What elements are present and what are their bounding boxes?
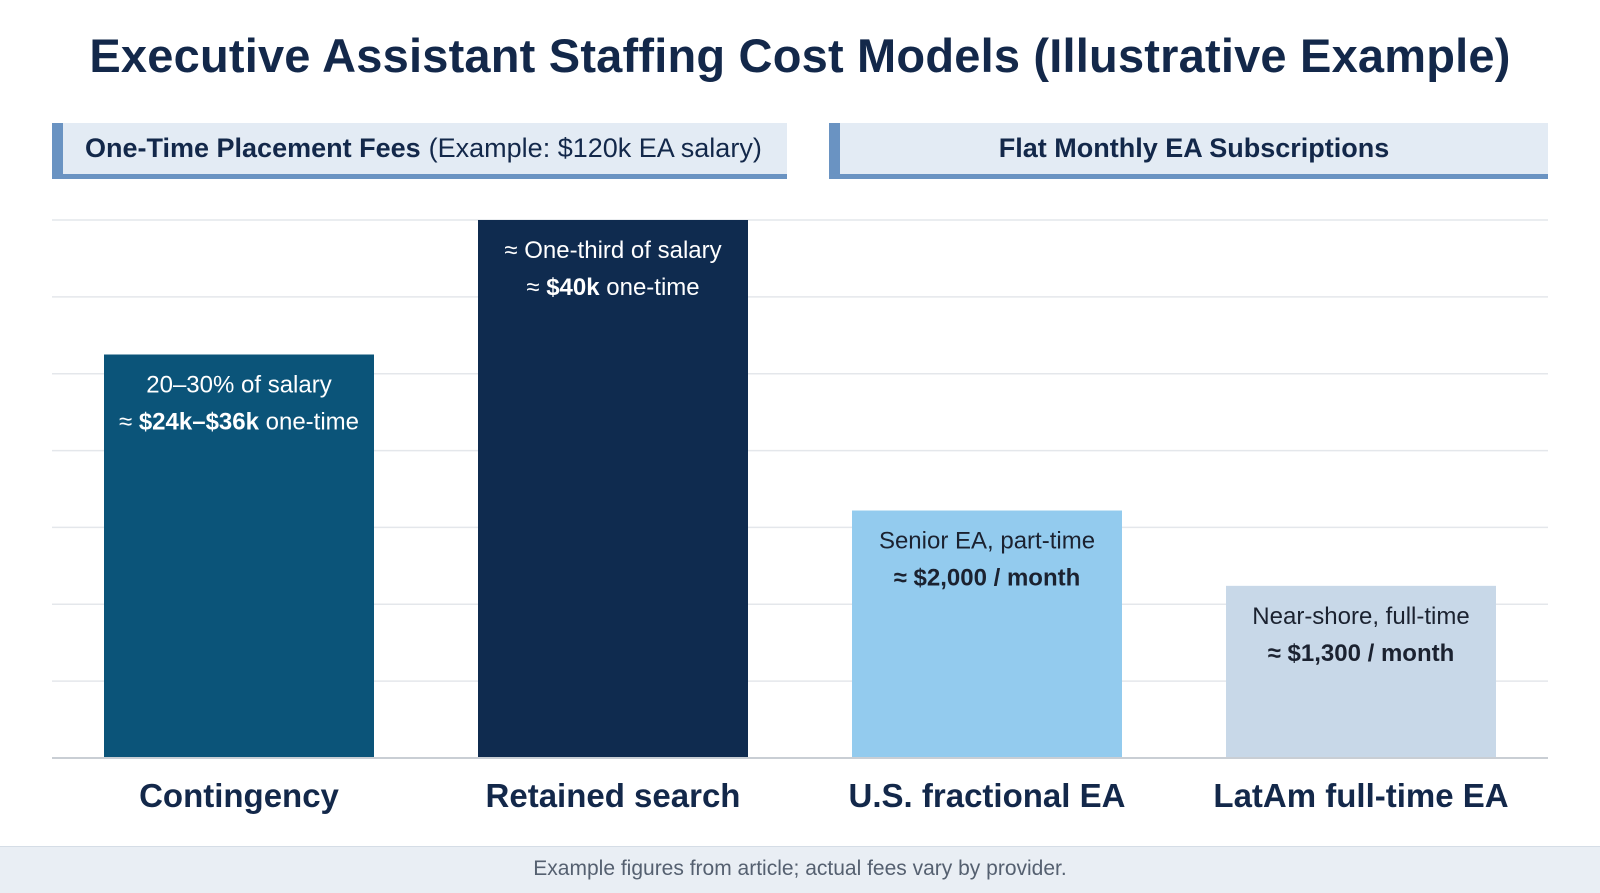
bar-annotation-line1: ≈ One-third of salary [504, 237, 721, 264]
category-label: Retained search [486, 777, 741, 814]
section-subtitle-placement-fees: (Example: $120k EA salary) [428, 133, 762, 163]
bar-chart: 20–30% of salary ≈ $24k–$36k one-time Cont… [52, 219, 1548, 814]
footer-note: Example figures from article; actual fee… [0, 846, 1600, 893]
bar-annotation-value: ≈ $1,300 / month [1268, 640, 1455, 667]
bar-annotation-line2: ≈ $40k one-time [526, 274, 699, 301]
chart-title: Executive Assistant Staffing Cost Models… [89, 29, 1511, 82]
bar-annotation-line1: 20–30% of salary [146, 372, 331, 399]
bar-annotation-suffix: one-time [600, 274, 700, 301]
bar-annotation-line2: ≈ $2,000 / month [894, 565, 1081, 592]
bar-annotation-prefix: ≈ [526, 274, 546, 301]
bar-annotation-line2: ≈ $24k–$36k one-time [119, 409, 359, 436]
bar-annotation-line1: Near-shore, full-time [1252, 603, 1469, 630]
bar-annotation-prefix: ≈ [119, 409, 139, 436]
bar-retained-search [478, 220, 748, 758]
bar-contingency [104, 354, 374, 758]
bar-annotation-value: $40k [546, 274, 600, 301]
bar-annotation-suffix: one-time [259, 409, 359, 436]
section-title-placement-fees: One-Time Placement Fees [85, 133, 421, 163]
category-label: LatAm full-time EA [1213, 777, 1508, 814]
category-label: U.S. fractional EA [849, 777, 1126, 814]
section-header-monthly-subscriptions: Flat Monthly EA Subscriptions [829, 123, 1548, 179]
section-title-monthly-subscriptions: Flat Monthly EA Subscriptions [998, 133, 1390, 163]
category-label: Contingency [139, 777, 339, 814]
bar-annotation-line1: Senior EA, part-time [879, 528, 1095, 555]
bar-u-s-fractional-ea [852, 510, 1122, 758]
bar-annotation-line2: ≈ $1,300 / month [1268, 640, 1455, 667]
section-header-placement-fees: One-Time Placement Fees (Example: $120k … [52, 123, 787, 179]
bar-annotation-value: $24k–$36k [139, 409, 260, 436]
bar-annotation-value: ≈ $2,000 / month [894, 565, 1081, 592]
bar-latam-full-time-ea [1226, 585, 1496, 758]
